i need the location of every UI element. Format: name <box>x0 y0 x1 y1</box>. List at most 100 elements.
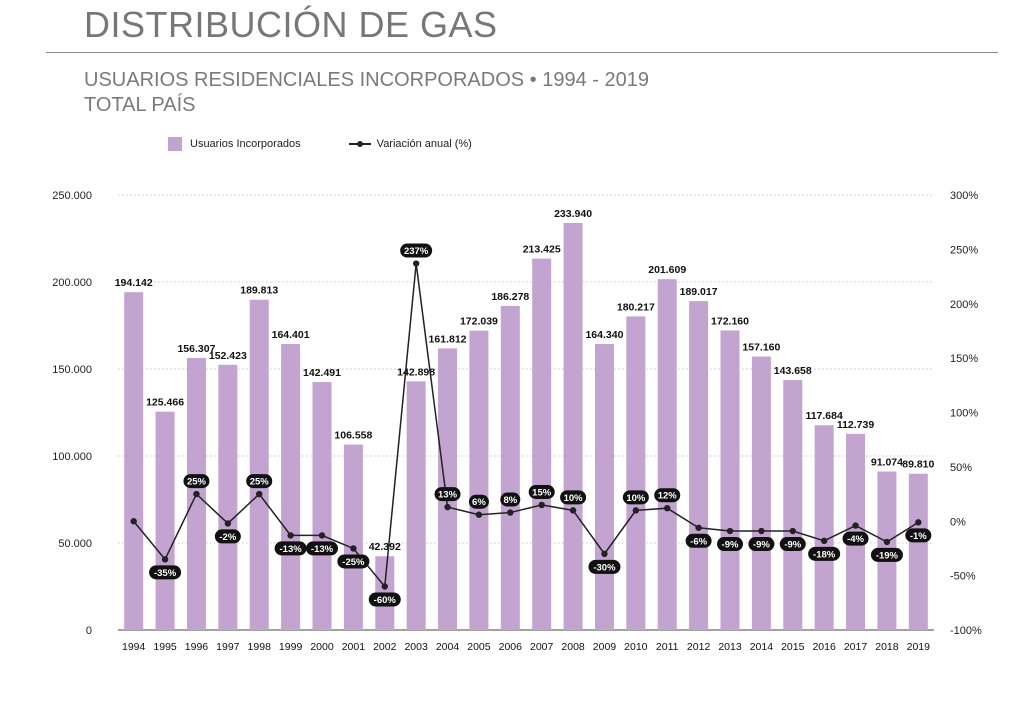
y-right-tick-label: 100% <box>950 408 978 420</box>
bar <box>343 444 363 630</box>
y-left-tick-label: 50.000 <box>58 538 92 550</box>
x-tick-label: 2004 <box>436 641 460 653</box>
bar-value-label: 156.307 <box>177 343 215 355</box>
line-value-label: -13% <box>280 544 303 555</box>
line-label-pill <box>149 565 182 580</box>
line-label-pill <box>622 490 649 505</box>
line-point <box>412 260 420 267</box>
bar-value-label: 164.401 <box>272 329 310 341</box>
x-tick-label: 2000 <box>310 641 334 653</box>
line-value-label: -9% <box>753 540 770 551</box>
bar-value-label: 161.812 <box>429 333 467 345</box>
bar <box>218 364 238 630</box>
line-label-pill <box>528 484 555 499</box>
line-value-label: -2% <box>219 532 236 543</box>
line-label-pill <box>748 537 775 552</box>
line-value-label: 10% <box>626 493 646 504</box>
legend-bar-label: Usuarios Incorporados <box>190 138 301 150</box>
bar-value-label: 157.160 <box>742 342 780 354</box>
bar-value-label: 125.466 <box>146 397 184 409</box>
line-label-pill <box>654 488 681 503</box>
line-point <box>726 527 734 535</box>
line-value-label: -19% <box>876 550 899 561</box>
line-point <box>130 518 137 525</box>
line-value-label: -6% <box>690 536 707 547</box>
x-tick-label: 2008 <box>561 641 585 653</box>
y-left-tick-label: 150.000 <box>52 364 92 376</box>
page-title: DISTRIBUCIÓN DE GAS <box>84 4 498 45</box>
bar-value-label: 152.423 <box>209 350 247 362</box>
line-value-label: 12% <box>658 491 678 502</box>
x-tick-label: 1996 <box>185 641 209 653</box>
bar-value-label: 194.142 <box>115 277 153 289</box>
line-label-pill <box>717 537 743 552</box>
bar-value-label: 213.425 <box>523 244 561 256</box>
bar-value-label: 42.392 <box>369 541 401 553</box>
x-tick-label: 2002 <box>373 641 397 653</box>
x-tick-label: 2009 <box>593 641 617 653</box>
legend-bar-swatch <box>168 137 182 151</box>
line-value-label: -1% <box>910 531 927 542</box>
bar <box>657 279 677 630</box>
legend-item-line: Variación anual (%) <box>348 138 472 150</box>
line-point <box>915 519 922 526</box>
bar <box>720 330 740 630</box>
line-point <box>538 501 545 509</box>
x-tick-label: 2005 <box>467 641 491 653</box>
line-value-label: -30% <box>593 562 616 573</box>
line-value-label: -4% <box>847 534 864 545</box>
bar-value-label: 186.278 <box>491 291 529 303</box>
bar <box>594 344 614 630</box>
x-tick-label: 2007 <box>530 641 554 653</box>
line-label-pill <box>400 243 433 258</box>
line-value-label: -60% <box>374 595 397 606</box>
line-label-pill <box>842 531 869 546</box>
title-divider <box>46 52 998 53</box>
bar <box>124 292 144 630</box>
line-point <box>287 532 294 539</box>
line-label-pill <box>685 533 712 548</box>
line-label-pill <box>560 490 587 505</box>
line-point <box>224 520 232 527</box>
legend-line-swatch <box>348 139 371 149</box>
y-left-tick-label: 250.000 <box>52 190 92 202</box>
bar <box>249 299 269 630</box>
y-right-tick-label: 0% <box>950 516 966 528</box>
line-point <box>852 522 859 529</box>
line-label-pill <box>870 547 903 562</box>
line-value-label: -25% <box>342 557 365 568</box>
bar-value-label: 233.940 <box>554 208 592 220</box>
line-label-pill <box>337 554 370 569</box>
y-left-tick-label: 100.000 <box>52 451 92 463</box>
x-tick-label: 2016 <box>812 641 836 653</box>
bar-value-label: 143.658 <box>774 365 812 377</box>
x-tick-label: 1994 <box>122 641 146 653</box>
legend: Usuarios Incorporados Variación anual (%… <box>168 137 520 151</box>
line-label-pill <box>779 537 806 552</box>
bar-value-label: 117.684 <box>805 410 843 422</box>
line-value-label: 13% <box>438 490 458 501</box>
y-right-tick-label: -50% <box>950 571 976 583</box>
bar <box>751 356 771 630</box>
line-label-pill <box>434 487 461 502</box>
line-value-label: 10% <box>564 493 584 504</box>
line-point <box>883 538 891 546</box>
x-tick-label: 2003 <box>404 641 428 653</box>
line-value-label: 8% <box>503 495 517 506</box>
bar <box>814 425 834 630</box>
line-point <box>789 527 796 535</box>
line-label-pill <box>274 541 307 556</box>
line-value-label: 25% <box>187 477 207 488</box>
y-right-tick-label: 200% <box>950 299 978 311</box>
line-label-pill <box>808 546 841 561</box>
line-point <box>820 537 828 545</box>
bar-value-label: 142.491 <box>303 367 341 379</box>
line-value-label: 6% <box>472 497 486 508</box>
y-left-tick-label: 0 <box>86 625 92 637</box>
bar-value-label: 91.074 <box>871 457 903 469</box>
x-tick-label: 1995 <box>153 641 177 653</box>
line-point <box>664 505 671 512</box>
line-value-label: -18% <box>813 549 836 560</box>
y-right-tick-label: 300% <box>950 190 978 202</box>
x-tick-label: 2017 <box>844 641 868 653</box>
